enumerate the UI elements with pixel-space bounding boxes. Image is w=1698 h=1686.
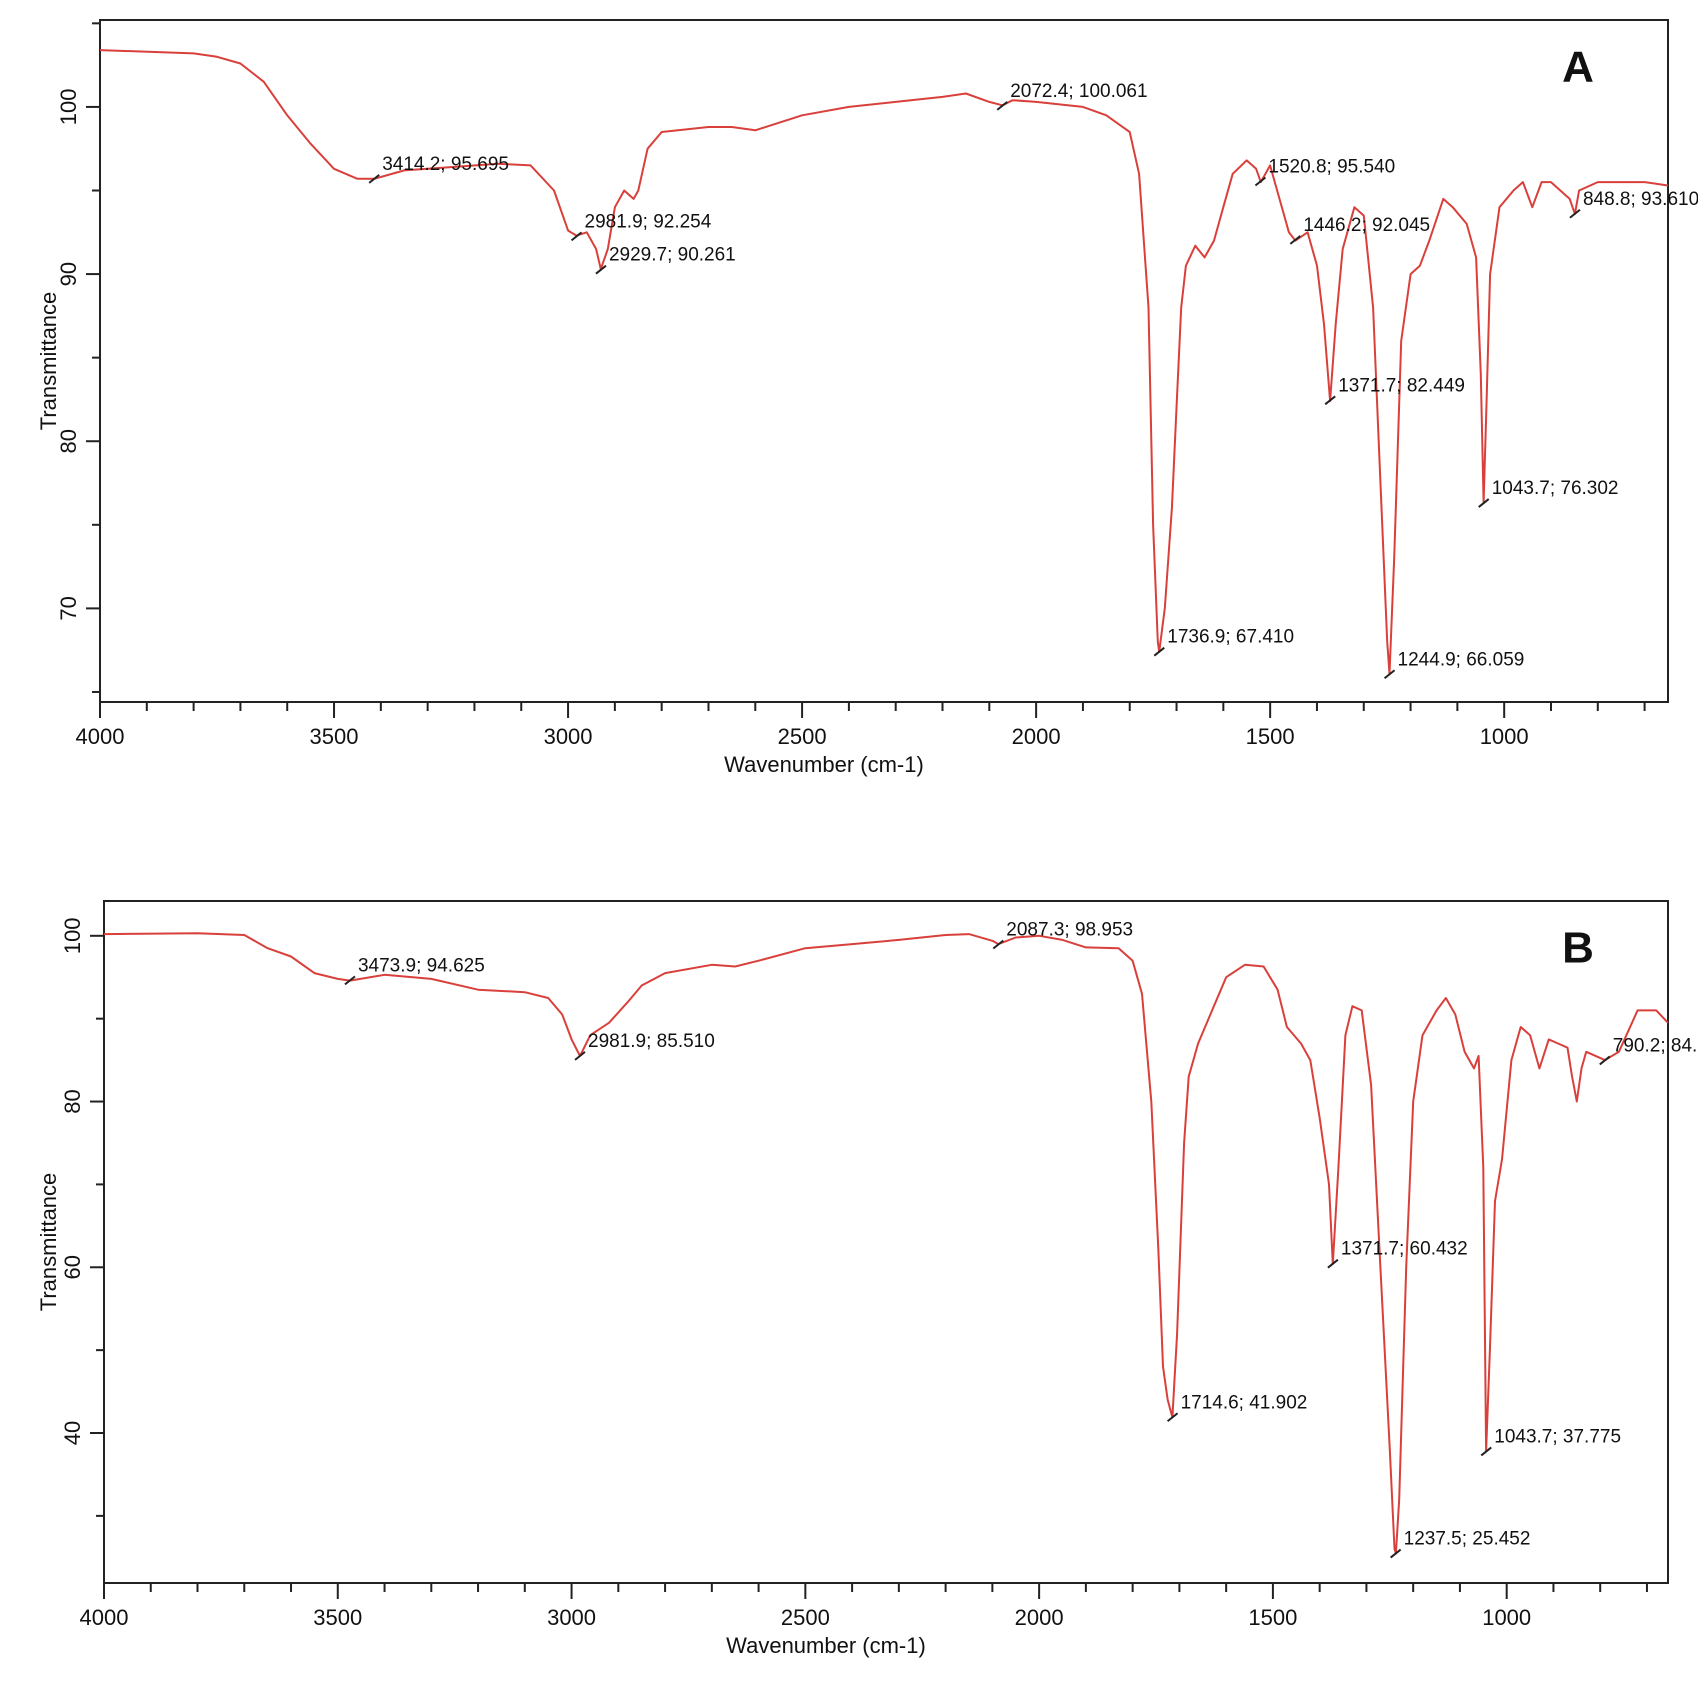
peak-marker: [992, 939, 1004, 950]
x-tick-label: 1500: [1248, 1605, 1297, 1630]
peak-annotation: 1244.9; 66.059: [1398, 649, 1525, 670]
plot-frame: [99, 19, 1669, 703]
panel-label: A: [1562, 43, 1594, 92]
peak-marker: [1166, 1412, 1179, 1423]
x-axis-label: Wavenumber (cm-1): [726, 1633, 926, 1658]
x-tick-label: 3000: [544, 724, 593, 749]
x-axis-label: Wavenumber (cm-1): [724, 752, 924, 777]
x-tick-label: 4000: [80, 1605, 129, 1630]
peak-marker: [1569, 208, 1581, 219]
y-tick-label: 80: [60, 1089, 85, 1113]
peak-marker: [595, 264, 607, 275]
y-tick-label: 90: [56, 262, 81, 286]
y-tick-label: 80: [56, 429, 81, 453]
x-tick-label: 2500: [781, 1605, 830, 1630]
peak-annotation: 1371.7; 82.449: [1338, 375, 1465, 396]
peak-marker: [1324, 395, 1336, 406]
peak-marker: [1254, 176, 1267, 187]
peak-annotation: 2981.9; 85.510: [588, 1031, 715, 1052]
peak-marker: [344, 975, 356, 986]
peak-marker: [996, 101, 1008, 111]
x-tick-label: 2500: [778, 724, 827, 749]
peak-annotation: 790.2; 84.958: [1613, 1035, 1698, 1056]
peak-annotation: 2072.4; 100.061: [1010, 81, 1147, 102]
peak-annotation: 1714.6; 41.902: [1181, 1392, 1308, 1413]
y-tick-label: 40: [60, 1421, 85, 1445]
x-tick-label: 3500: [313, 1605, 362, 1630]
peak-marker: [1390, 1548, 1402, 1559]
x-tick-label: 1000: [1480, 724, 1529, 749]
peak-annotation: 2087.3; 98.953: [1006, 919, 1133, 940]
peak-annotation: 1446.2; 92.045: [1303, 215, 1430, 236]
spectrum-line: [99, 49, 1669, 675]
x-tick-label: 2000: [1012, 724, 1061, 749]
peak-marker: [1478, 498, 1490, 508]
peak-annotation: 3473.9; 94.625: [358, 955, 485, 976]
y-tick-label: 60: [60, 1255, 85, 1279]
peak-annotation: 3414.2; 95.695: [382, 154, 509, 175]
x-tick-label: 3500: [310, 724, 359, 749]
y-axis-label: Transmittance: [36, 292, 61, 431]
y-tick-label: 100: [56, 89, 81, 126]
peak-marker: [570, 231, 583, 242]
spectrum-line: [103, 932, 1669, 1555]
peak-annotation: 848.8; 93.610: [1583, 189, 1698, 210]
peak-marker: [574, 1051, 586, 1061]
peak-marker: [1480, 1446, 1492, 1457]
peak-marker: [1599, 1055, 1611, 1066]
y-tick-label: 70: [56, 596, 81, 620]
peak-annotation: 2981.9; 92.254: [585, 211, 712, 232]
peak-marker: [1383, 669, 1396, 680]
peak-annotation: 1043.7; 76.302: [1492, 478, 1619, 499]
panel-label: B: [1562, 924, 1594, 973]
x-tick-label: 1500: [1246, 724, 1295, 749]
x-tick-label: 1000: [1482, 1605, 1531, 1630]
x-tick-label: 3000: [547, 1605, 596, 1630]
plot-frame: [103, 900, 1669, 1584]
peak-annotation: 1043.7; 37.775: [1494, 1426, 1621, 1447]
peak-marker: [1153, 646, 1165, 657]
peak-annotation: 1371.7; 60.432: [1341, 1239, 1468, 1260]
peak-annotation: 1520.8; 95.540: [1268, 156, 1395, 177]
x-tick-label: 2000: [1015, 1605, 1064, 1630]
peak-marker: [1327, 1258, 1339, 1269]
peak-marker: [1289, 235, 1301, 245]
peak-annotation: 1237.5; 25.452: [1404, 1529, 1531, 1550]
x-tick-label: 4000: [76, 724, 125, 749]
y-tick-label: 100: [60, 917, 85, 954]
peak-annotation: 1736.9; 67.410: [1167, 627, 1294, 648]
peak-annotation: 2929.7; 90.261: [609, 245, 736, 266]
y-axis-label: Transmittance: [36, 1173, 61, 1312]
peak-marker: [368, 174, 380, 184]
